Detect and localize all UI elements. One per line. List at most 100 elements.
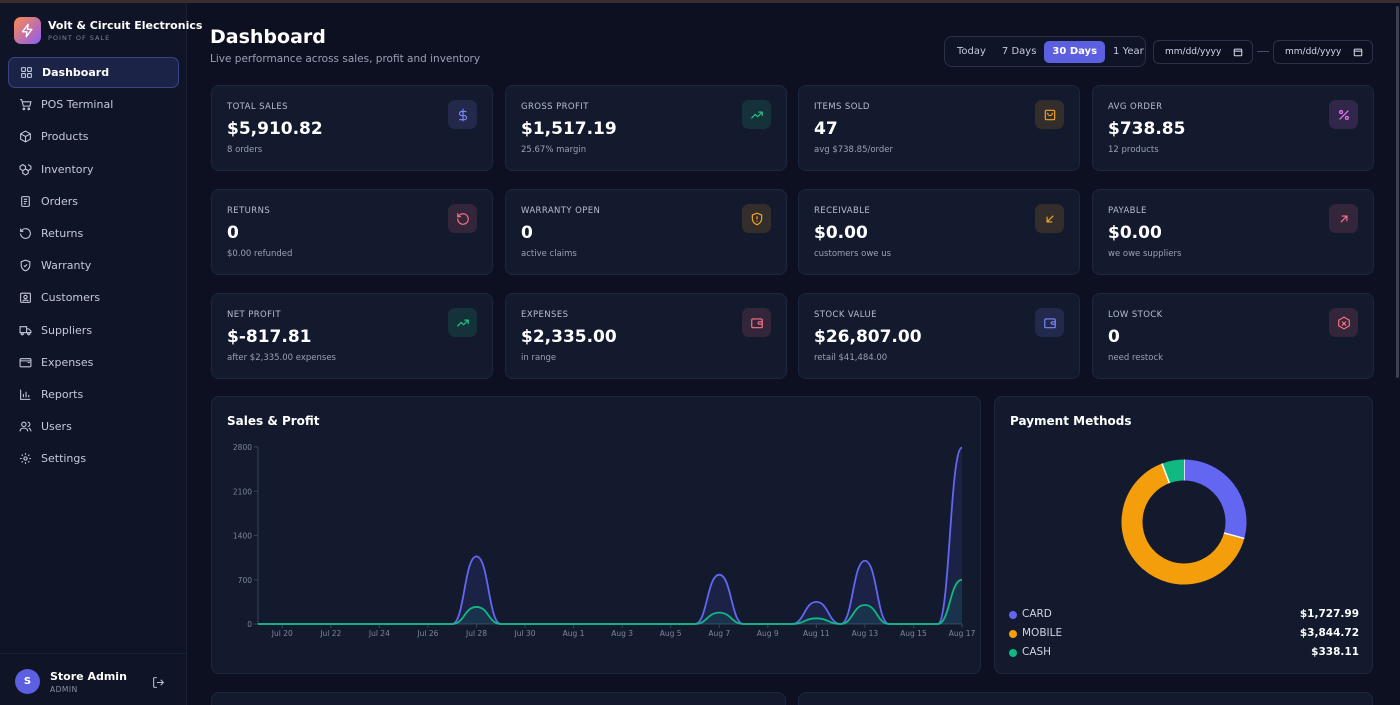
sidebar-item-settings[interactable]: Settings [8, 443, 179, 474]
stat-card-expenses: EXPENSES $2,335.00 in range [505, 293, 787, 379]
logout-icon[interactable] [152, 674, 166, 688]
stat-label: ITEMS SOLD [814, 102, 870, 112]
legend-name: MOBILE [1022, 627, 1063, 639]
sidebar-item-label: Dashboard [42, 66, 110, 79]
arrow-up-right-icon [1329, 204, 1358, 233]
brand[interactable]: Volt & Circuit Electronics POINT OF SALE [14, 17, 202, 44]
sidebar-item-expenses[interactable]: Expenses [8, 347, 179, 378]
sidebar-item-label: Settings [41, 452, 87, 466]
page-title: Dashboard [210, 26, 326, 48]
range-30-days-button[interactable]: 30 Days [1044, 40, 1106, 63]
stat-label: RETURNS [227, 206, 271, 216]
rotate-icon [448, 204, 477, 233]
clipboard-icon [18, 194, 32, 208]
x-tick-label: Aug 9 [757, 629, 779, 638]
x-tick-label: Aug 3 [611, 629, 633, 638]
date-from-input[interactable]: mm/dd/yyyy [1153, 40, 1253, 64]
stat-value: $0.00 [814, 223, 868, 243]
stat-card-total-sales: TOTAL SALES $5,910.82 8 orders [211, 85, 493, 171]
bottom-panel-right [798, 692, 1373, 705]
stat-card-low-stock: LOW STOCK 0 need restock [1092, 293, 1374, 379]
sidebar-item-products[interactable]: Products [8, 121, 179, 152]
legend-amount: $338.11 [1311, 646, 1359, 658]
sales-profit-panel: Sales & Profit 0 700 1400 2100 2800 Jul 20 Jul… [211, 396, 981, 674]
calendar-icon[interactable] [1353, 47, 1363, 57]
stat-subtext: avg $738.85/order [814, 145, 894, 155]
donut-separator [1161, 463, 1171, 484]
stat-value: $0.00 [1108, 223, 1162, 243]
y-tick-label: 0 [247, 620, 252, 629]
stat-subtext: 12 products [1108, 145, 1159, 155]
donut-slice-card[interactable] [1183, 459, 1247, 539]
return-icon [18, 226, 32, 240]
stat-label: EXPENSES [521, 310, 569, 320]
panel-title: Payment Methods [1010, 414, 1132, 428]
stat-card-returns: RETURNS 0 $0.00 refunded [211, 189, 493, 275]
package-x-icon [1329, 308, 1358, 337]
sidebar-item-reports[interactable]: Reports [8, 379, 179, 410]
wallet-icon [742, 308, 771, 337]
stat-value: $1,517.19 [521, 119, 617, 139]
trend-up-icon [448, 308, 477, 337]
stat-card-net-profit: NET PROFIT $-817.81 after $2,335.00 expens… [211, 293, 493, 379]
legend-name: CASH [1022, 646, 1052, 658]
page-scrollbar[interactable] [1396, 6, 1399, 378]
donut-slice-cash[interactable] [1162, 459, 1185, 484]
stat-value: 0 [521, 223, 533, 243]
y-tick-label: 700 [238, 576, 253, 585]
x-tick-label: Aug 5 [660, 629, 682, 638]
panel-title: Sales & Profit [227, 414, 320, 428]
arrow-down-left-icon [1035, 204, 1064, 233]
wallet-icon [1035, 308, 1064, 337]
range-today-button[interactable]: Today [957, 46, 986, 57]
sidebar-item-label: Warranty [41, 259, 92, 273]
stat-label: AVG ORDER [1108, 102, 1163, 112]
stat-card-items-sold: ITEMS SOLD 47 avg $738.85/order [798, 85, 1080, 171]
dollar-icon [448, 100, 477, 129]
range-1-year-button[interactable]: 1 Year [1113, 46, 1144, 57]
stat-subtext: $0.00 refunded [227, 249, 293, 259]
x-tick-label: Aug 17 [949, 629, 976, 638]
legend-amount: $1,727.99 [1299, 608, 1359, 620]
stat-card-warranty-open: WARRANTY OPEN 0 active claims [505, 189, 787, 275]
date-to-input[interactable]: mm/dd/yyyy [1273, 40, 1373, 64]
grid-icon [19, 66, 33, 80]
stat-subtext: we owe suppliers [1108, 249, 1182, 259]
sidebar-item-warranty[interactable]: Warranty [8, 250, 179, 281]
calendar-icon[interactable] [1233, 47, 1243, 57]
stat-value: $5,910.82 [227, 119, 323, 139]
donut-slice-mobile[interactable] [1121, 463, 1245, 585]
avatar[interactable]: S [15, 669, 40, 694]
range-7-days-button[interactable]: 7 Days [1001, 46, 1037, 57]
x-tick-label: Jul 30 [514, 629, 536, 638]
sidebar-item-users[interactable]: Users [8, 411, 179, 442]
stat-label: NET PROFIT [227, 310, 281, 320]
donut-separator [1223, 532, 1245, 540]
legend-mobile: MOBILE $3,844.72 [1009, 627, 1359, 641]
sidebar-nav: Dashboard POS Terminal Products Inventor… [8, 57, 179, 475]
wallet-icon [18, 355, 32, 369]
sidebar-item-label: POS Terminal [41, 98, 114, 112]
sidebar-item-returns[interactable]: Returns [8, 218, 179, 249]
series-line-1 [257, 578, 963, 625]
bag-icon [1035, 100, 1064, 129]
sidebar-item-label: Suppliers [41, 323, 93, 337]
sidebar-item-pos-terminal[interactable]: POS Terminal [8, 89, 179, 120]
sidebar-item-inventory[interactable]: Inventory [8, 154, 179, 185]
sidebar-item-label: Users [41, 420, 72, 434]
sidebar-item-suppliers[interactable]: Suppliers [8, 315, 179, 346]
x-tick-label: Jul 22 [319, 629, 341, 638]
x-tick-label: Jul 28 [465, 629, 487, 638]
x-tick-label: Aug 7 [708, 629, 730, 638]
bottom-panel-left [211, 692, 786, 705]
shield-icon [18, 259, 32, 273]
sidebar-item-dashboard[interactable]: Dashboard [8, 57, 179, 88]
stat-subtext: customers owe us [814, 249, 892, 259]
sidebar-item-customers[interactable]: Customers [8, 282, 179, 313]
percent-icon [1329, 100, 1358, 129]
sidebar-item-orders[interactable]: Orders [8, 186, 179, 217]
x-tick-label: Jul 20 [271, 629, 293, 638]
legend-name: CARD [1022, 608, 1052, 620]
y-tick-label: 1400 [233, 532, 252, 541]
